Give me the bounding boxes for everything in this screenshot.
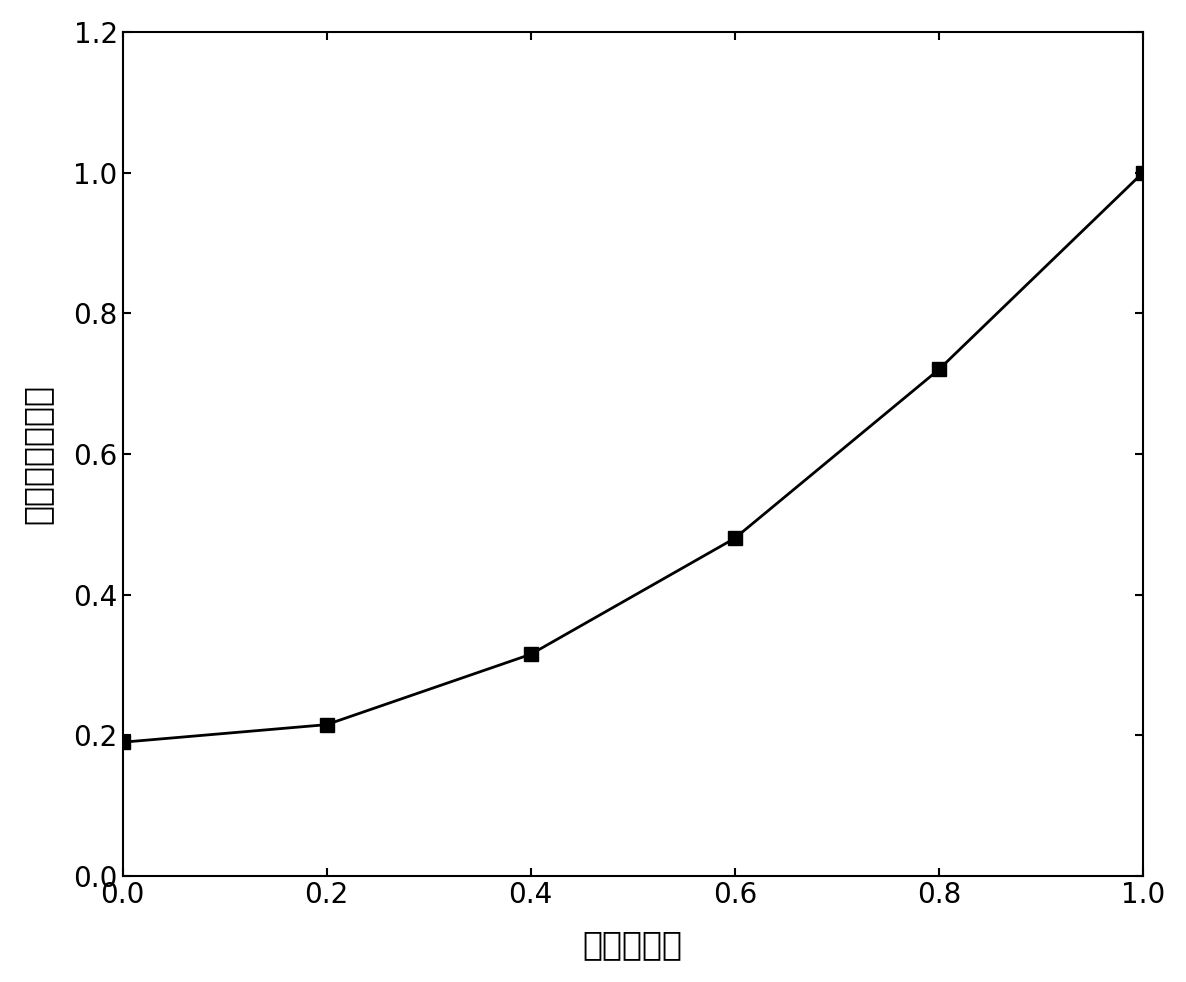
Y-axis label: 实测无量纲浓度: 实测无量纲浓度 (21, 384, 53, 523)
X-axis label: 无量纲距离: 无量纲距离 (582, 928, 683, 961)
